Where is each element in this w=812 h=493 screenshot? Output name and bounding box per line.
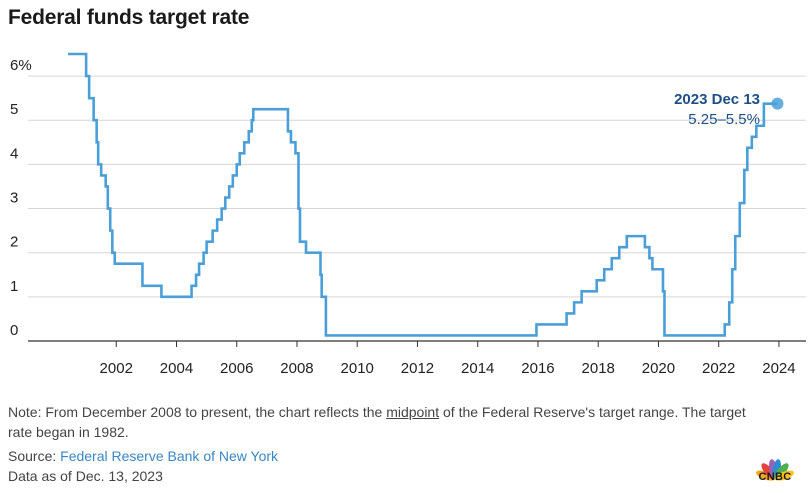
x-tick-labels: 2002 2004 2006 2008 2010 2012 2014 2016 2018 2020… [100, 341, 796, 377]
x-tick-label: 2016 [521, 360, 554, 377]
note-text-after: of the Federal Reserve's target range. T… [8, 404, 746, 440]
series-layer [68, 52, 778, 337]
note-midpoint: midpoint [386, 404, 440, 420]
annotation-range: 5.25–5.5% [688, 111, 760, 128]
latest-point-marker [771, 97, 784, 110]
data-as-of: Data as of Dec. 13, 2023 [8, 468, 163, 484]
y-tick-label: 1 [10, 278, 18, 295]
chart-note: Note: From December 2008 to present, the… [8, 402, 748, 442]
y-tick-label: 2 [10, 234, 18, 251]
annotation-date: 2023 Dec 13 [674, 91, 760, 108]
x-tick-label: 2006 [220, 360, 253, 377]
peacock-feather [774, 470, 794, 481]
x-tick-label: 2002 [100, 360, 133, 377]
y-tick-label: 5 [10, 101, 18, 118]
chart-source: Source: Federal Reserve Bank of New York [8, 446, 278, 466]
source-prefix: Source: [8, 448, 61, 464]
x-tick-label: 2022 [702, 360, 735, 377]
series-line [68, 52, 778, 337]
y-tick-label: 4 [10, 145, 18, 162]
y-tick-label: 0 [10, 322, 18, 339]
x-tick-label: 2018 [582, 360, 615, 377]
source-link[interactable]: Federal Reserve Bank of New York [60, 448, 279, 464]
chart: 0 1 2 3 4 5 6% 2002 2004 2006 2008 2010 2012 2014 201… [10, 52, 806, 377]
x-tick-label: 2014 [461, 360, 494, 377]
chart-title: Federal funds target rate [8, 6, 250, 29]
cnbc-peacock-icon [756, 459, 794, 481]
x-tick-label: 2024 [762, 360, 795, 377]
x-tick-label: 2008 [280, 360, 313, 377]
y-tick-label: 6% [10, 57, 32, 74]
annotation-layer: 2023 Dec 13 5.25–5.5% [674, 91, 784, 128]
note-text-before: Note: From December 2008 to present, the… [8, 404, 387, 420]
y-tick-labels: 0 1 2 3 4 5 6% [10, 57, 32, 339]
cnbc-logo-text: CNBC [758, 471, 792, 483]
x-tick-label: 2012 [401, 360, 434, 377]
x-tick-label: 2010 [341, 360, 374, 377]
x-tick-label: 2004 [160, 360, 193, 377]
x-tick-label: 2020 [642, 360, 675, 377]
y-tick-label: 3 [10, 190, 18, 207]
